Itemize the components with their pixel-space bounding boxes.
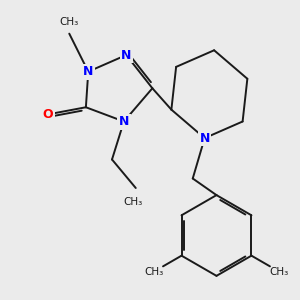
Text: N: N	[121, 49, 131, 62]
Text: N: N	[119, 115, 129, 128]
Text: O: O	[43, 108, 53, 121]
Text: CH₃: CH₃	[269, 267, 289, 277]
Text: CH₃: CH₃	[124, 196, 143, 206]
Text: CH₃: CH₃	[60, 16, 79, 26]
Text: N: N	[83, 65, 93, 78]
Text: CH₃: CH₃	[144, 267, 164, 277]
Text: N: N	[200, 132, 210, 145]
